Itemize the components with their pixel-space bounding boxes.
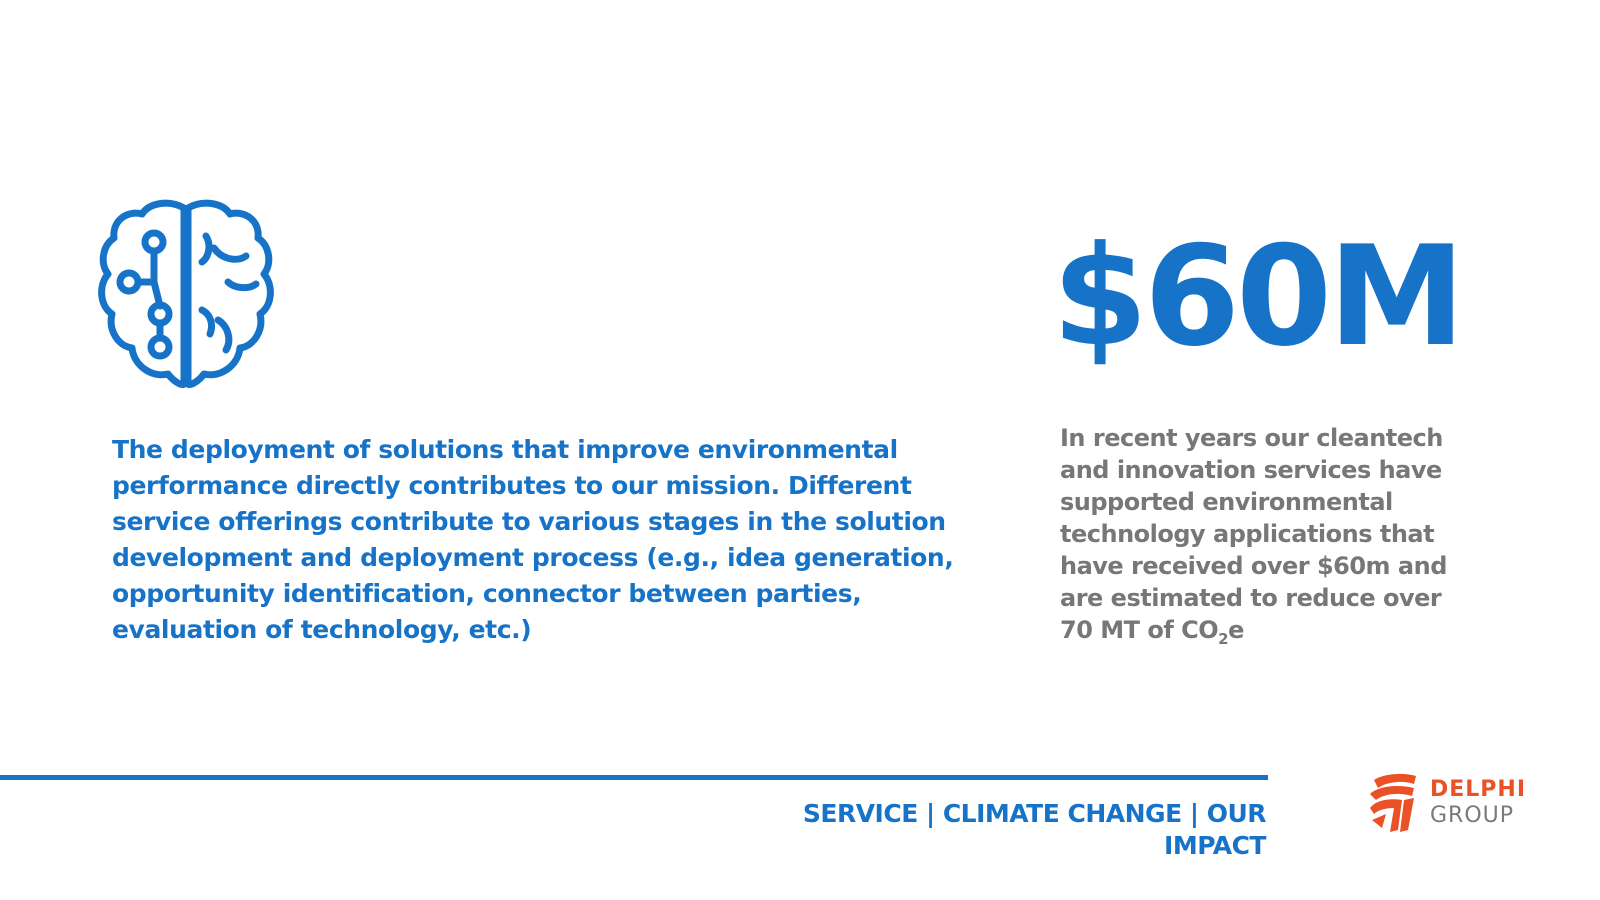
logo-word-delphi: DELPHI [1430, 777, 1527, 802]
footer-divider [0, 775, 1268, 780]
brain-circuit-icon [98, 198, 274, 394]
stat-description-suffix: e [1228, 616, 1244, 644]
stat-description-subscript: 2 [1218, 629, 1229, 648]
mission-description: The deployment of solutions that improve… [112, 435, 954, 644]
footer-breadcrumb: SERVICE | CLIMATE CHANGE | OUR IMPACT [802, 799, 1267, 860]
delphi-logo-mark-icon [1368, 770, 1422, 834]
stat-description: In recent years our cleantech and innova… [1060, 422, 1480, 646]
stat-value: $60M [1052, 216, 1465, 377]
delphi-group-logo: DELPHI GROUP [1368, 770, 1538, 834]
stat-description-text: In recent years our cleantech and innova… [1060, 424, 1447, 644]
logo-word-group: GROUP [1430, 803, 1515, 828]
